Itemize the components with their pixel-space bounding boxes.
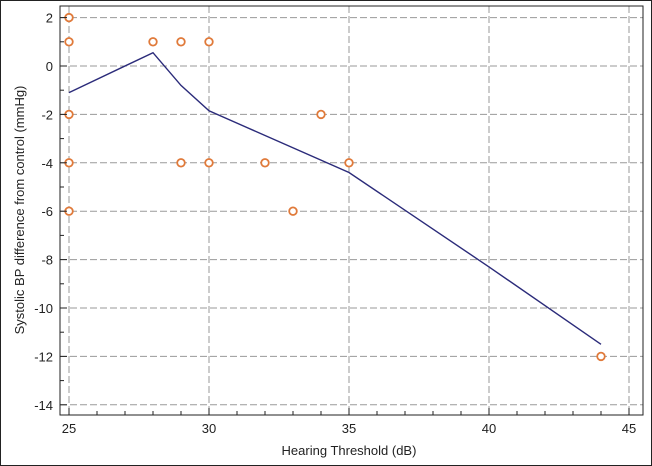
x-tick-label: 25 bbox=[62, 421, 76, 436]
gridlines bbox=[60, 6, 643, 415]
y-tick-label: -8 bbox=[41, 253, 53, 268]
data-point bbox=[176, 37, 186, 47]
y-tick-label: -4 bbox=[41, 156, 53, 171]
fit-line bbox=[68, 51, 602, 345]
x-tick-label: 40 bbox=[482, 421, 496, 436]
y-tick-label: 0 bbox=[46, 59, 53, 74]
data-point bbox=[148, 37, 158, 47]
axes: 25 30 35 40 45 2 0 -2 -4 -6 -8 -10 -12 -14 bbox=[34, 5, 644, 436]
y-tick-label: -6 bbox=[41, 204, 53, 219]
data-point bbox=[260, 158, 270, 168]
y-tick-label: -10 bbox=[34, 301, 53, 316]
plot-border bbox=[59, 5, 644, 416]
data-point bbox=[596, 351, 606, 362]
y-tick-label: 2 bbox=[46, 11, 53, 26]
fit-line-layer bbox=[68, 51, 602, 345]
y-tick-label: -2 bbox=[41, 107, 53, 122]
data-point bbox=[204, 37, 214, 47]
y-axis-title: Systolic BP difference from control (mmH… bbox=[12, 86, 27, 335]
data-point bbox=[176, 158, 186, 168]
data-point bbox=[316, 109, 326, 120]
x-axis-title: Hearing Threshold (dB) bbox=[282, 443, 417, 458]
data-point bbox=[344, 158, 354, 168]
y-tick-label: -14 bbox=[34, 398, 53, 413]
data-point bbox=[288, 206, 298, 216]
x-tick-label: 45 bbox=[622, 421, 636, 436]
x-tick-label: 30 bbox=[202, 421, 216, 436]
y-tick-label: -12 bbox=[34, 349, 53, 364]
data-point bbox=[64, 37, 74, 47]
data-point bbox=[204, 158, 214, 168]
x-tick-label: 35 bbox=[342, 421, 356, 436]
